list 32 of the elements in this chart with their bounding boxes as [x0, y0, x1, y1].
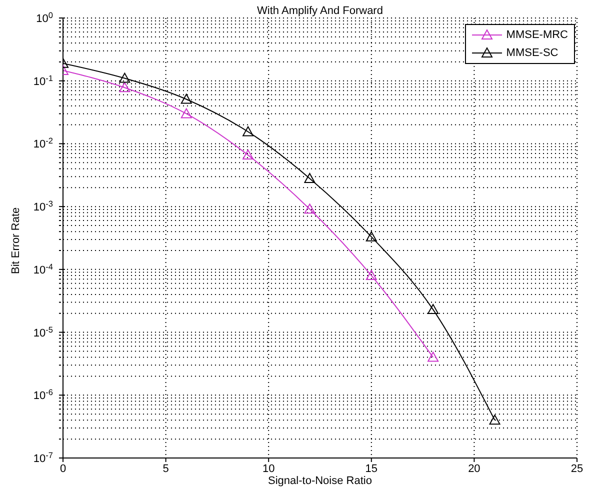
y-tick-label: 10$^{-7}$ — [33, 450, 54, 465]
x-tick-label: 25 — [570, 462, 584, 475]
y-tick-label: 10$^{-1}$ — [33, 73, 54, 88]
x-tick-label: 20 — [468, 462, 480, 475]
point — [489, 414, 500, 425]
legend-label: MMSE-SC — [506, 46, 558, 61]
x-tick-label: 10 — [262, 462, 275, 475]
x-tick-label: 15 — [365, 462, 378, 475]
point — [242, 150, 254, 160]
y-tick-label: 10$^{-3}$ — [33, 199, 54, 214]
legend-label: MMSE-MRC — [506, 28, 568, 43]
x-tick-label: 0 — [60, 462, 66, 475]
x-axis-title: Signal-to-Noise Ratio — [268, 475, 372, 487]
y-tick-label: 10$^{-4}$ — [33, 262, 54, 276]
y-axis-title: Bit Error Rate — [10, 207, 22, 274]
point — [242, 126, 254, 136]
point — [180, 108, 192, 118]
point — [119, 72, 130, 83]
chart-title: With Amplify And Forward — [256, 5, 384, 17]
y-tick-label: 10$^{-2}$ — [33, 136, 54, 151]
y-tick-label: 10$^{0}$ — [36, 10, 54, 25]
x-tick-label: 5 — [162, 462, 169, 475]
point — [428, 352, 439, 362]
point — [119, 82, 130, 92]
point — [366, 231, 377, 242]
point — [180, 94, 192, 104]
point — [366, 270, 377, 280]
y-tick-label: 10$^{-5}$ — [33, 324, 54, 340]
y-tick-label: 10$^{-6}$ — [33, 388, 54, 402]
point — [428, 304, 439, 314]
point — [304, 204, 316, 214]
point — [304, 172, 316, 183]
